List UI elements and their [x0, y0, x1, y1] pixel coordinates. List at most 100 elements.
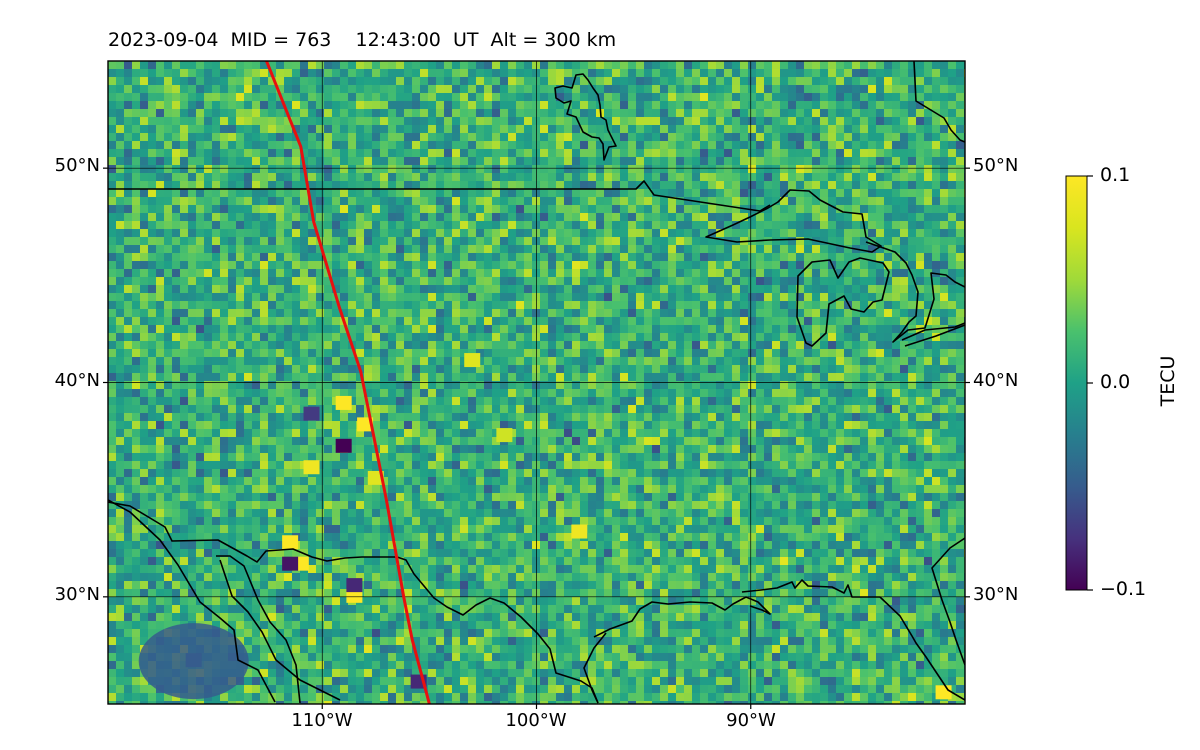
heatmap-cell [380, 389, 389, 398]
heatmap-cell [204, 93, 213, 102]
heatmap-cell [356, 277, 365, 286]
heatmap-cell [444, 397, 453, 406]
heatmap-cell [900, 293, 909, 302]
heatmap-cell [252, 349, 261, 358]
heatmap-cell [124, 189, 133, 198]
heatmap-cell [380, 173, 389, 182]
heatmap-cell [308, 421, 317, 430]
heatmap-cell [860, 389, 869, 398]
heatmap-cell [468, 293, 477, 302]
heatmap-cell [428, 357, 437, 366]
heatmap-cell [284, 69, 293, 78]
heatmap-cell [484, 237, 493, 246]
heatmap-cell [292, 365, 301, 374]
heatmap-cell [852, 61, 861, 70]
heatmap-cell [844, 333, 853, 342]
heatmap-cell [660, 357, 669, 366]
heatmap-cell [316, 381, 325, 390]
heatmap-cell [116, 429, 125, 438]
heatmap-cell [948, 277, 957, 286]
heatmap-cell [524, 125, 533, 134]
heatmap-cell [564, 237, 573, 246]
heatmap-cell [716, 309, 725, 318]
heatmap-cell [940, 101, 949, 110]
heatmap-cell [820, 301, 829, 310]
heatmap-cell [724, 109, 733, 118]
heatmap-cell [740, 165, 749, 174]
heatmap-cell [788, 189, 797, 198]
heatmap-cell [540, 69, 549, 78]
heatmap-cell [356, 285, 365, 294]
heatmap-cell [764, 413, 773, 422]
heatmap-cell [868, 125, 877, 134]
heatmap-cell [396, 285, 405, 294]
heatmap-cell [772, 301, 781, 310]
heatmap-cell [316, 133, 325, 142]
heatmap-cell [380, 405, 389, 414]
heatmap-cell [220, 205, 229, 214]
heatmap-cell [900, 181, 909, 190]
heatmap-cell [852, 277, 861, 286]
heatmap-cell [908, 125, 917, 134]
heatmap-cell [916, 269, 925, 278]
heatmap-cell [260, 237, 269, 246]
heatmap-cell [436, 413, 445, 422]
heatmap-cell [188, 269, 197, 278]
heatmap-cell [676, 149, 685, 158]
heatmap-cell [220, 181, 229, 190]
heatmap-cell [436, 109, 445, 118]
heatmap-cell [916, 349, 925, 358]
heatmap-cell [860, 245, 869, 254]
heatmap-cell [932, 157, 941, 166]
heatmap-cell [444, 213, 453, 222]
heatmap-cell [276, 293, 285, 302]
heatmap-cell [652, 93, 661, 102]
heatmap-cell [900, 101, 909, 110]
heatmap-cell [388, 341, 397, 350]
heatmap-cell [740, 309, 749, 318]
heatmap-cell [708, 309, 717, 318]
heatmap-cell [860, 301, 869, 310]
heatmap-cell [564, 141, 573, 150]
heatmap-cell [620, 357, 629, 366]
heatmap-cell [436, 245, 445, 254]
heatmap-cell [172, 413, 181, 422]
heatmap-cell [116, 317, 125, 326]
heatmap-cell [292, 109, 301, 118]
heatmap-cell [564, 245, 573, 254]
heatmap-cell [516, 101, 525, 110]
heatmap-cell [612, 221, 621, 230]
heatmap-cell [636, 405, 645, 414]
heatmap-cell [748, 133, 757, 142]
heatmap-cell [452, 285, 461, 294]
heatmap-cell [796, 117, 805, 126]
heatmap-cell [556, 133, 565, 142]
heatmap-cell [948, 309, 957, 318]
heatmap-cell [628, 261, 637, 270]
heatmap-cell [548, 117, 557, 126]
heatmap-cell [420, 85, 429, 94]
heatmap-cell [204, 301, 213, 310]
heatmap-cell [500, 341, 509, 350]
heatmap-cell [756, 101, 765, 110]
heatmap-cell [636, 93, 645, 102]
heatmap-cell [636, 245, 645, 254]
heatmap-cell [844, 245, 853, 254]
heatmap-cell [948, 357, 957, 366]
heatmap-cell [772, 381, 781, 390]
heatmap-cell [156, 205, 165, 214]
heatmap-cell [260, 293, 269, 302]
heatmap-cell [772, 325, 781, 334]
heatmap-cell [836, 117, 845, 126]
heatmap-cell [380, 125, 389, 134]
heatmap-cell [876, 237, 885, 246]
heatmap-cell [652, 293, 661, 302]
heatmap-cell [420, 389, 429, 398]
heatmap-cell [108, 269, 117, 278]
heatmap-cell [492, 253, 501, 262]
heatmap-cell [884, 93, 893, 102]
heatmap-cell [900, 189, 909, 198]
heatmap-cell [148, 421, 157, 430]
heatmap-cell [180, 413, 189, 422]
heatmap-cell [140, 429, 149, 438]
